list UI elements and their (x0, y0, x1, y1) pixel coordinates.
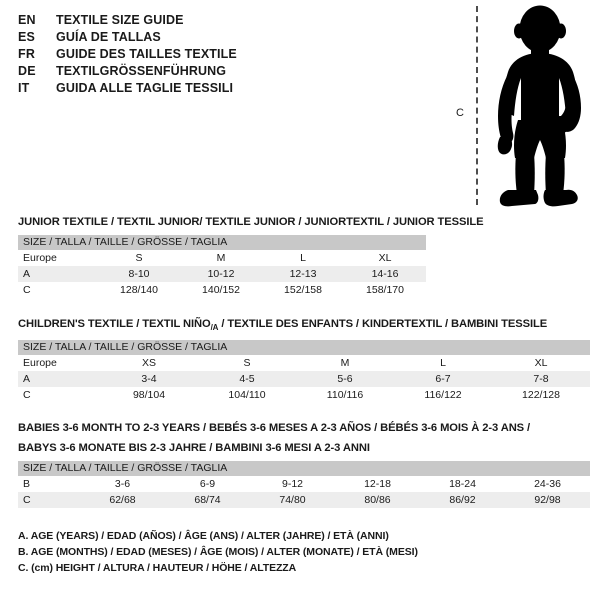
section-title-babies-line2: BABYS 3-6 MONATE BIS 2-3 JAHRE / BAMBINI… (18, 442, 370, 454)
children-c-value-5: 122/128 (492, 387, 590, 404)
language-row-de: DE TEXTILGRÖSSENFÜHRUNG (18, 63, 418, 80)
language-title-en: TEXTILE SIZE GUIDE (56, 13, 184, 27)
babies-b-value-6: 24-36 (505, 476, 591, 492)
legend-block: A. AGE (YEARS) / EDAD (AÑOS) / ÂGE (ANS)… (18, 528, 578, 576)
babies-c-value-3: 74/80 (250, 492, 335, 508)
children-size-table: SIZE / TALLA / TAILLE / GRÖSSE / TAGLIA … (18, 340, 590, 404)
language-header-block: EN TEXTILE SIZE GUIDE ES GUÍA DE TALLAS … (18, 12, 418, 97)
children-row-label-a: A (18, 371, 100, 388)
junior-size-header-label: SIZE / TALLA / TAILLE / GRÖSSE / TAGLIA (18, 235, 427, 250)
junior-c-value-3: 152/158 (262, 282, 344, 298)
babies-table-row-c: C 62/68 68/74 74/80 80/86 86/92 92/98 (18, 492, 591, 508)
junior-a-value-4: 14-16 (344, 266, 427, 282)
children-europe-value-3: M (296, 355, 394, 372)
language-row-fr: FR GUIDE DES TAILLES TEXTILE (18, 46, 418, 63)
section-title-children: CHILDREN'S TEXTILE / TEXTIL NIÑO/A / TEX… (18, 317, 590, 335)
junior-table-row-a: A 8-10 10-12 12-13 14-16 (18, 266, 427, 282)
children-table-row-a: A 3-4 4-5 5-6 6-7 7-8 (18, 371, 590, 388)
legend-line-c: C. (cm) HEIGHT / ALTURA / HAUTEUR / HÖHE… (18, 562, 297, 574)
height-figure: C (440, 0, 600, 215)
section-title-children-subscript: /A (210, 323, 219, 333)
junior-europe-value-4: XL (344, 250, 427, 266)
children-table-size-header-row: SIZE / TALLA / TAILLE / GRÖSSE / TAGLIA (18, 340, 590, 356)
children-table-row-europe: Europe XS S M L XL (18, 355, 590, 372)
junior-europe-value-1: S (98, 250, 180, 266)
junior-europe-value-2: M (180, 250, 262, 266)
children-europe-value-2: S (198, 355, 296, 372)
children-c-value-2: 104/110 (198, 387, 296, 404)
legend-line-a: A. AGE (YEARS) / EDAD (AÑOS) / ÂGE (ANS)… (18, 530, 389, 542)
language-title-es: GUÍA DE TALLAS (56, 30, 161, 44)
babies-b-value-1: 3-6 (80, 476, 165, 492)
language-row-en: EN TEXTILE SIZE GUIDE (18, 12, 418, 29)
babies-table-size-header-row: SIZE / TALLA / TAILLE / GRÖSSE / TAGLIA (18, 461, 591, 476)
children-europe-value-4: L (394, 355, 492, 372)
junior-a-value-2: 10-12 (180, 266, 262, 282)
junior-c-value-2: 140/152 (180, 282, 262, 298)
language-code-de: DE (18, 64, 36, 78)
junior-row-label-a: A (18, 266, 98, 282)
section-babies-textile: BABIES 3-6 MONTH TO 2-3 YEARS / BEBÉS 3-… (18, 421, 591, 508)
babies-c-value-5: 86/92 (420, 492, 505, 508)
section-title-junior: JUNIOR TEXTILE / TEXTIL JUNIOR/ TEXTILE … (18, 216, 484, 228)
junior-europe-value-3: L (262, 250, 344, 266)
language-title-fr: GUIDE DES TAILLES TEXTILE (56, 47, 237, 61)
junior-row-label-europe: Europe (18, 250, 98, 266)
babies-b-value-5: 18-24 (420, 476, 505, 492)
junior-size-table: SIZE / TALLA / TAILLE / GRÖSSE / TAGLIA … (18, 235, 427, 298)
height-measure-dashed-line (476, 6, 478, 205)
junior-a-value-1: 8-10 (98, 266, 180, 282)
babies-b-value-2: 6-9 (165, 476, 250, 492)
babies-size-table: SIZE / TALLA / TAILLE / GRÖSSE / TAGLIA … (18, 461, 591, 508)
babies-row-label-c: C (18, 492, 80, 508)
language-code-en: EN (18, 13, 36, 27)
junior-table-row-europe: Europe S M L XL (18, 250, 427, 266)
children-row-label-c: C (18, 387, 100, 404)
children-a-value-2: 4-5 (198, 371, 296, 388)
babies-size-header-label: SIZE / TALLA / TAILLE / GRÖSSE / TAGLIA (18, 461, 591, 476)
height-measure-label: C (456, 107, 464, 119)
children-europe-value-5: XL (492, 355, 590, 372)
babies-row-label-b: B (18, 476, 80, 492)
babies-c-value-2: 68/74 (165, 492, 250, 508)
section-title-children-part2: / TEXTILE DES ENFANTS / KINDERTEXTIL / B… (218, 318, 548, 330)
language-code-es: ES (18, 30, 36, 44)
toddler-silhouette-icon (497, 5, 581, 207)
children-a-value-1: 3-4 (100, 371, 198, 388)
language-row-es: ES GUÍA DE TALLAS (18, 29, 418, 46)
babies-table-row-b: B 3-6 6-9 9-12 12-18 18-24 24-36 (18, 476, 591, 492)
section-title-babies-line1: BABIES 3-6 MONTH TO 2-3 YEARS / BEBÉS 3-… (18, 422, 531, 434)
children-a-value-4: 6-7 (394, 371, 492, 388)
children-c-value-4: 116/122 (394, 387, 492, 404)
language-code-fr: FR (18, 47, 36, 61)
junior-c-value-4: 158/170 (344, 282, 427, 298)
children-c-value-3: 110/116 (296, 387, 394, 404)
section-title-children-part1: CHILDREN'S TEXTILE / TEXTIL NIÑO (18, 318, 211, 330)
junior-table-row-c: C 128/140 140/152 152/158 158/170 (18, 282, 427, 298)
language-title-de: TEXTILGRÖSSENFÜHRUNG (56, 64, 227, 78)
language-code-it: IT (18, 81, 30, 95)
children-size-header-label: SIZE / TALLA / TAILLE / GRÖSSE / TAGLIA (18, 340, 590, 356)
section-junior-textile: JUNIOR TEXTILE / TEXTIL JUNIOR/ TEXTILE … (18, 215, 484, 298)
legend-line-b: B. AGE (MONTHS) / EDAD (MESES) / ÂGE (MO… (18, 546, 418, 558)
children-europe-value-1: XS (100, 355, 198, 372)
babies-c-value-4: 80/86 (335, 492, 420, 508)
junior-c-value-1: 128/140 (98, 282, 180, 298)
babies-c-value-6: 92/98 (505, 492, 591, 508)
children-a-value-5: 7-8 (492, 371, 590, 388)
babies-b-value-3: 9-12 (250, 476, 335, 492)
junior-row-label-c: C (18, 282, 98, 298)
children-row-label-europe: Europe (18, 355, 100, 372)
babies-c-value-1: 62/68 (80, 492, 165, 508)
children-table-row-c: C 98/104 104/110 110/116 116/122 122/128 (18, 387, 590, 404)
language-row-it: IT GUIDA ALLE TAGLIE TESSILI (18, 80, 418, 97)
babies-b-value-4: 12-18 (335, 476, 420, 492)
language-title-it: GUIDA ALLE TAGLIE TESSILI (56, 81, 234, 95)
junior-table-size-header-row: SIZE / TALLA / TAILLE / GRÖSSE / TAGLIA (18, 235, 427, 250)
children-a-value-3: 5-6 (296, 371, 394, 388)
junior-a-value-3: 12-13 (262, 266, 344, 282)
section-childrens-textile: CHILDREN'S TEXTILE / TEXTIL NIÑO/A / TEX… (18, 317, 590, 404)
children-c-value-1: 98/104 (100, 387, 198, 404)
